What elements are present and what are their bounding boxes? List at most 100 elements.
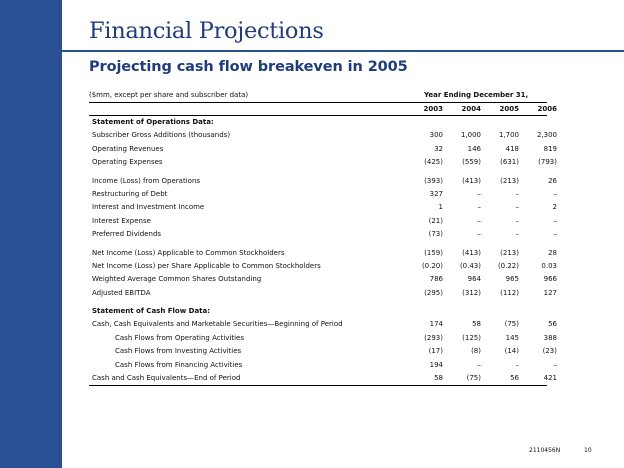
period-header: Year Ending December 31, <box>424 91 529 99</box>
cell-value: 965 <box>505 275 519 284</box>
cell-value: (73) <box>428 230 443 239</box>
cell-value: – <box>477 203 482 212</box>
row-label: Restructuring of Debt <box>92 189 168 198</box>
row-label: Weighted Average Common Shares Outstandi… <box>92 275 262 284</box>
row-label: Operating Expenses <box>92 158 163 167</box>
cell-value: – <box>477 189 482 198</box>
cell-value: (21) <box>428 216 443 225</box>
units-note: ($mm, except per share and subscriber da… <box>89 91 249 99</box>
cell-value: (425) <box>424 158 443 167</box>
row-label: Net Income (Loss) per Share Applicable t… <box>92 261 321 270</box>
cell-value: 421 <box>543 374 557 383</box>
cell-value: 327 <box>429 189 443 198</box>
cell-value: (293) <box>424 333 443 342</box>
table-row: Interest and Investment Income 1 – – 2 <box>89 201 557 214</box>
row-label: Interest Expense <box>92 216 151 225</box>
cell-value: (0.22) <box>497 261 519 270</box>
cell-value: 966 <box>543 275 557 284</box>
cell-value: 28 <box>548 248 557 257</box>
cell-value: (413) <box>462 176 481 185</box>
cell-value: – <box>477 360 482 369</box>
row-label: Subscriber Gross Additions (thousands) <box>92 131 231 140</box>
table-row: Restructuring of Debt 327 – – – <box>89 188 557 201</box>
cell-value: (0.43) <box>459 261 481 270</box>
row-label: Cash Flows from Operating Activities <box>115 333 245 342</box>
table-row: Subscriber Gross Additions (thousands) 3… <box>89 129 557 142</box>
cell-value: 58 <box>472 320 481 329</box>
cell-value: – <box>477 216 482 225</box>
table-row: Weighted Average Common Shares Outstandi… <box>89 273 557 286</box>
cell-value: – <box>553 360 558 369</box>
cell-value: (793) <box>538 158 557 167</box>
cell-value: 2,300 <box>536 131 557 140</box>
table-row: Cash Flows from Investing Activities (17… <box>89 345 557 358</box>
cell-value: (75) <box>504 320 519 329</box>
cell-value: (17) <box>428 347 443 356</box>
document-code: 2110456N <box>529 447 561 454</box>
cell-value: (112) <box>500 288 519 297</box>
title-rule <box>0 50 624 52</box>
cell-value: (559) <box>462 158 481 167</box>
table-row: Cash Flows from Operating Activities (29… <box>89 332 557 345</box>
page-title: Financial Projections <box>89 18 324 44</box>
cell-value: 418 <box>505 144 519 153</box>
sidebar-bar <box>0 0 62 468</box>
cell-value: – <box>515 189 520 198</box>
cell-value: 819 <box>543 144 557 153</box>
cell-value: 56 <box>510 374 519 383</box>
page-subtitle: Projecting cash flow breakeven in 2005 <box>89 59 408 75</box>
cell-value: 1 <box>438 203 443 212</box>
table-header-row: 2003 2004 2005 2006 <box>89 102 557 116</box>
cell-value: (295) <box>424 288 443 297</box>
row-label: Interest and Investment Income <box>92 203 205 212</box>
table-row: Net Income (Loss) Applicable to Common S… <box>89 247 557 260</box>
cell-value: (8) <box>471 347 481 356</box>
cell-value: (14) <box>504 347 519 356</box>
page-number: 10 <box>584 447 592 454</box>
row-label: Adjusted EBITDA <box>92 288 151 297</box>
cell-value: (23) <box>542 347 557 356</box>
year-header: 2003 <box>423 105 443 113</box>
row-label: Cash Flows from Financing Activities <box>115 360 243 369</box>
cell-value: – <box>553 189 558 198</box>
cell-value: 127 <box>543 288 557 297</box>
cell-value: 2 <box>552 203 557 212</box>
table-row: Operating Expenses (425) (559) (631) (79… <box>89 156 557 169</box>
cell-value: 194 <box>429 360 443 369</box>
row-label: Preferred Dividends <box>92 230 162 239</box>
cell-value: (159) <box>424 248 443 257</box>
cell-value: (125) <box>462 333 481 342</box>
table-row: Operating Revenues 32 146 418 819 <box>89 143 557 156</box>
cell-value: 300 <box>429 131 443 140</box>
cell-value: 1,700 <box>498 131 519 140</box>
cell-value: 26 <box>548 176 557 185</box>
cell-value: (75) <box>466 374 481 383</box>
table-row: Adjusted EBITDA (295) (312) (112) 127 <box>89 287 557 300</box>
row-label: Income (Loss) from Operations <box>92 176 201 185</box>
cell-value: – <box>553 216 558 225</box>
cell-value: – <box>477 230 482 239</box>
cell-value: 388 <box>543 333 557 342</box>
financial-table: 2003 2004 2005 2006 Statement of Operati… <box>89 102 557 387</box>
row-label: Cash, Cash Equivalents and Marketable Se… <box>92 320 343 329</box>
cell-value: 0.03 <box>541 261 557 270</box>
cell-value: (393) <box>424 176 443 185</box>
section-label: Statement of Operations Data: <box>92 118 214 126</box>
table-row: Preferred Dividends (73) – – – <box>89 228 557 241</box>
year-header: 2005 <box>499 105 519 113</box>
year-header: 2004 <box>461 105 481 113</box>
cell-value: 145 <box>505 333 519 342</box>
cell-value: (213) <box>500 248 519 257</box>
row-label: Operating Revenues <box>92 144 164 153</box>
cell-value: – <box>515 216 520 225</box>
cell-value: (213) <box>500 176 519 185</box>
cashflow-section-header: Statement of Cash Flow Data: <box>89 305 547 318</box>
cell-value: 58 <box>434 374 443 383</box>
cell-value: – <box>515 203 520 212</box>
cell-value: 964 <box>467 275 481 284</box>
cell-value: (631) <box>500 158 519 167</box>
year-header: 2006 <box>537 105 557 113</box>
cell-value: – <box>553 230 558 239</box>
cell-value: – <box>515 360 520 369</box>
cell-value: (0.20) <box>421 261 443 270</box>
